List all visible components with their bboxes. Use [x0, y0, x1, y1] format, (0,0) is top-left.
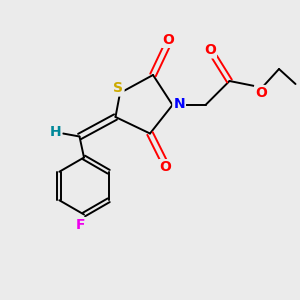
Text: O: O [159, 160, 171, 174]
Text: F: F [76, 218, 85, 232]
Text: S: S [113, 82, 124, 95]
Text: N: N [173, 97, 185, 110]
Text: H: H [50, 125, 61, 139]
Text: O: O [204, 44, 216, 57]
Text: O: O [255, 86, 267, 100]
Text: O: O [162, 33, 174, 47]
